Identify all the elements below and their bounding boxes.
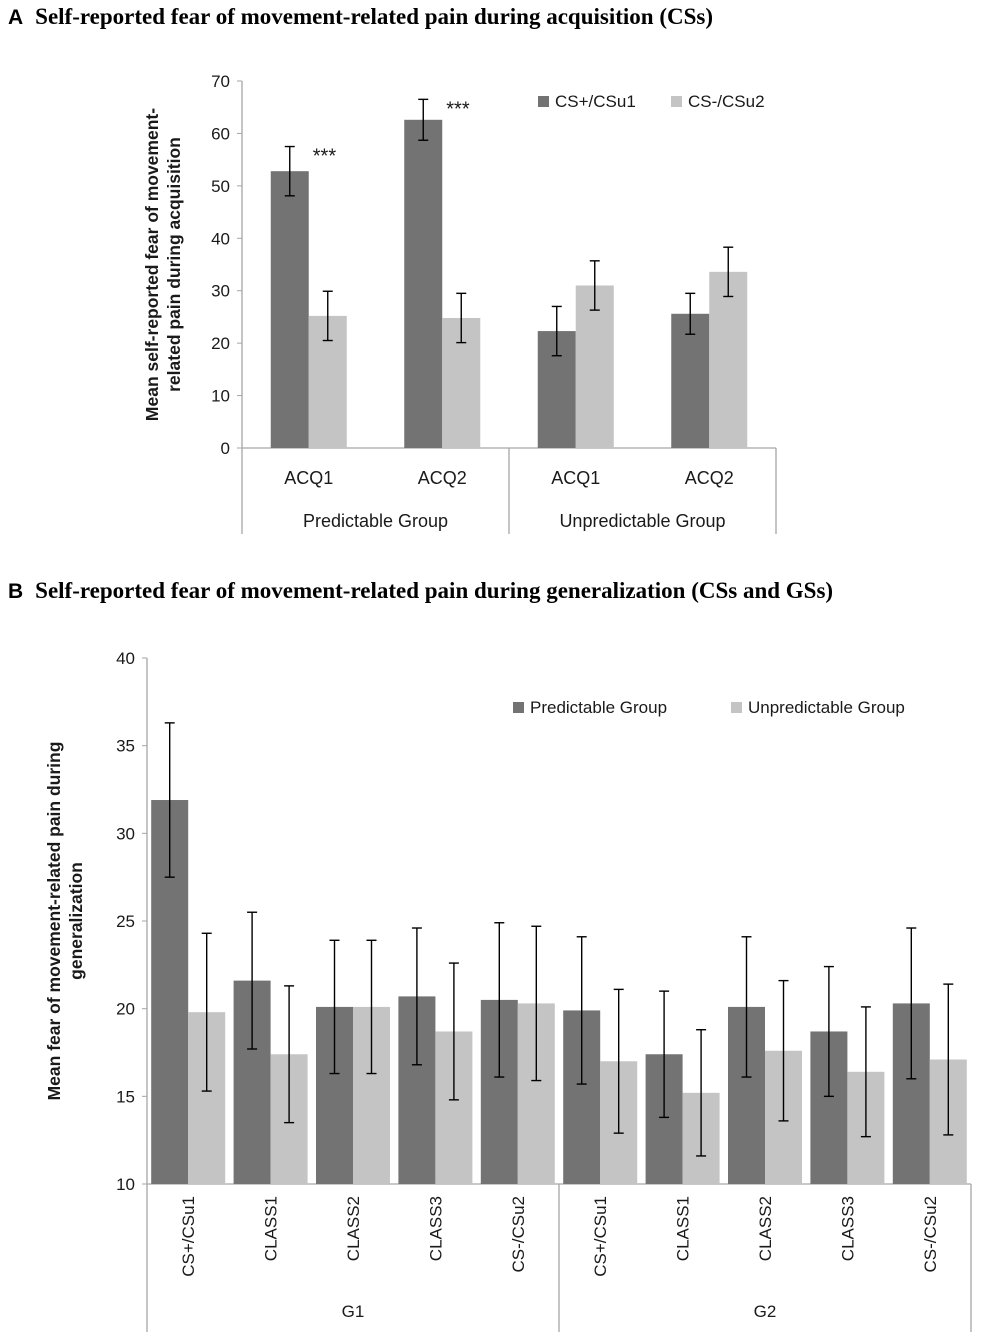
panel-b-title-text: Self-reported fear of movement-related p… — [35, 578, 834, 603]
legend-label: CS+/CSu1 — [555, 92, 636, 111]
y-tick-label: 15 — [116, 1087, 135, 1106]
y-tick-label: 40 — [211, 229, 230, 248]
y-tick-label: 30 — [211, 282, 230, 301]
y-tick-label: 20 — [211, 334, 230, 353]
y-tick-label: 25 — [116, 912, 135, 931]
group-label: G2 — [754, 1302, 777, 1321]
bar-series2 — [709, 271, 748, 448]
category-label: CS-/CSu2 — [921, 1196, 940, 1273]
y-tick-label: 35 — [116, 737, 135, 756]
y-tick-label: 10 — [116, 1175, 135, 1194]
bar-series2 — [575, 285, 614, 448]
category-label: CLASS3 — [838, 1196, 857, 1261]
legend-swatch — [731, 702, 742, 713]
legend-label: Unpredictable Group — [748, 698, 905, 717]
category-label: ACQ1 — [551, 468, 600, 488]
category-label: ACQ2 — [418, 468, 467, 488]
bar-series1 — [270, 171, 309, 449]
y-tick-label: 60 — [211, 124, 230, 143]
y-tick-label: 70 — [211, 72, 230, 91]
y-axis-label-line: related pain during acquisition — [164, 137, 184, 392]
group-label: Predictable Group — [303, 511, 448, 531]
category-label: ACQ1 — [284, 468, 333, 488]
acquisition-bar-chart: 0 10 20 30 40 50 60 70 Mean self-reported fear o… — [142, 72, 777, 534]
bar-series1 — [671, 313, 710, 448]
category-label: CS-/CSu2 — [509, 1196, 528, 1273]
group-label: Unpredictable Group — [559, 511, 725, 531]
legend-label: CS-/CSu2 — [688, 92, 765, 111]
category-label: CLASS3 — [426, 1196, 445, 1261]
category-label: ACQ2 — [685, 468, 734, 488]
panel-a-title: A Self-reported fear of movement-related … — [8, 4, 713, 30]
legend-swatch — [513, 702, 524, 713]
y-tick-label: 30 — [116, 824, 135, 843]
y-axis-label: Mean self-reported fear of movement-rela… — [142, 108, 184, 421]
y-axis-label-line: Mean fear of movement-related pain durin… — [44, 742, 64, 1101]
panel-b-letter: B — [8, 580, 24, 603]
category-label: CLASS2 — [756, 1196, 775, 1261]
y-tick-label: 50 — [211, 177, 230, 196]
y-axis-label-line: generalization — [66, 862, 86, 980]
panel-a-letter: A — [8, 6, 24, 29]
category-label: CLASS1 — [262, 1196, 281, 1261]
y-tick-label: 10 — [211, 387, 230, 406]
group-label: G1 — [342, 1302, 365, 1321]
panel-b-title: B Self-reported fear of movement-related … — [8, 578, 833, 604]
y-tick-label: 20 — [116, 1000, 135, 1019]
y-axis-label: Mean fear of movement-related pain durin… — [44, 742, 86, 1101]
bar-series1 — [404, 119, 443, 448]
y-tick-label: 40 — [116, 649, 135, 668]
significance-label: *** — [446, 98, 470, 120]
category-label: CS+/CSu1 — [179, 1196, 198, 1277]
y-tick-label: 0 — [221, 439, 230, 458]
significance-label: *** — [313, 146, 337, 168]
legend-swatch — [538, 96, 549, 107]
legend-swatch — [671, 96, 682, 107]
category-label: CLASS2 — [344, 1196, 363, 1261]
category-label: CLASS1 — [674, 1196, 693, 1261]
y-axis-label-line: Mean self-reported fear of movement- — [142, 108, 162, 421]
category-label: CS+/CSu1 — [591, 1196, 610, 1277]
legend-label: Predictable Group — [530, 698, 667, 717]
panel-a-title-text: Self-reported fear of movement-related p… — [35, 4, 713, 29]
